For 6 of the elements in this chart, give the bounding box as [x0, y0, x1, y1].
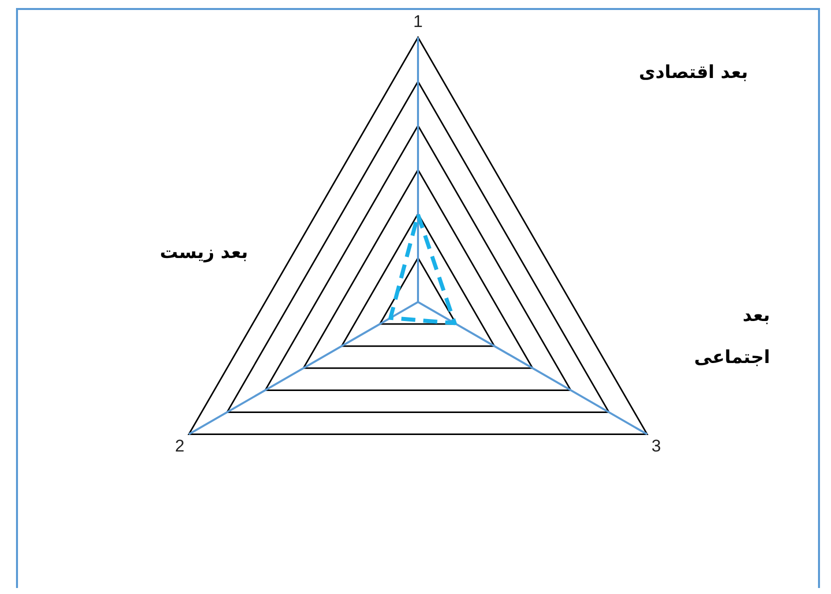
- spoke-label: 2: [175, 436, 185, 456]
- text: بعد زیست: [158, 241, 248, 265]
- text: بعد اجتماعی: [693, 304, 770, 370]
- text: بعد اقتصادی: [638, 61, 748, 85]
- spoke-label: 1: [413, 12, 423, 31]
- spoke-label: 3: [651, 436, 661, 456]
